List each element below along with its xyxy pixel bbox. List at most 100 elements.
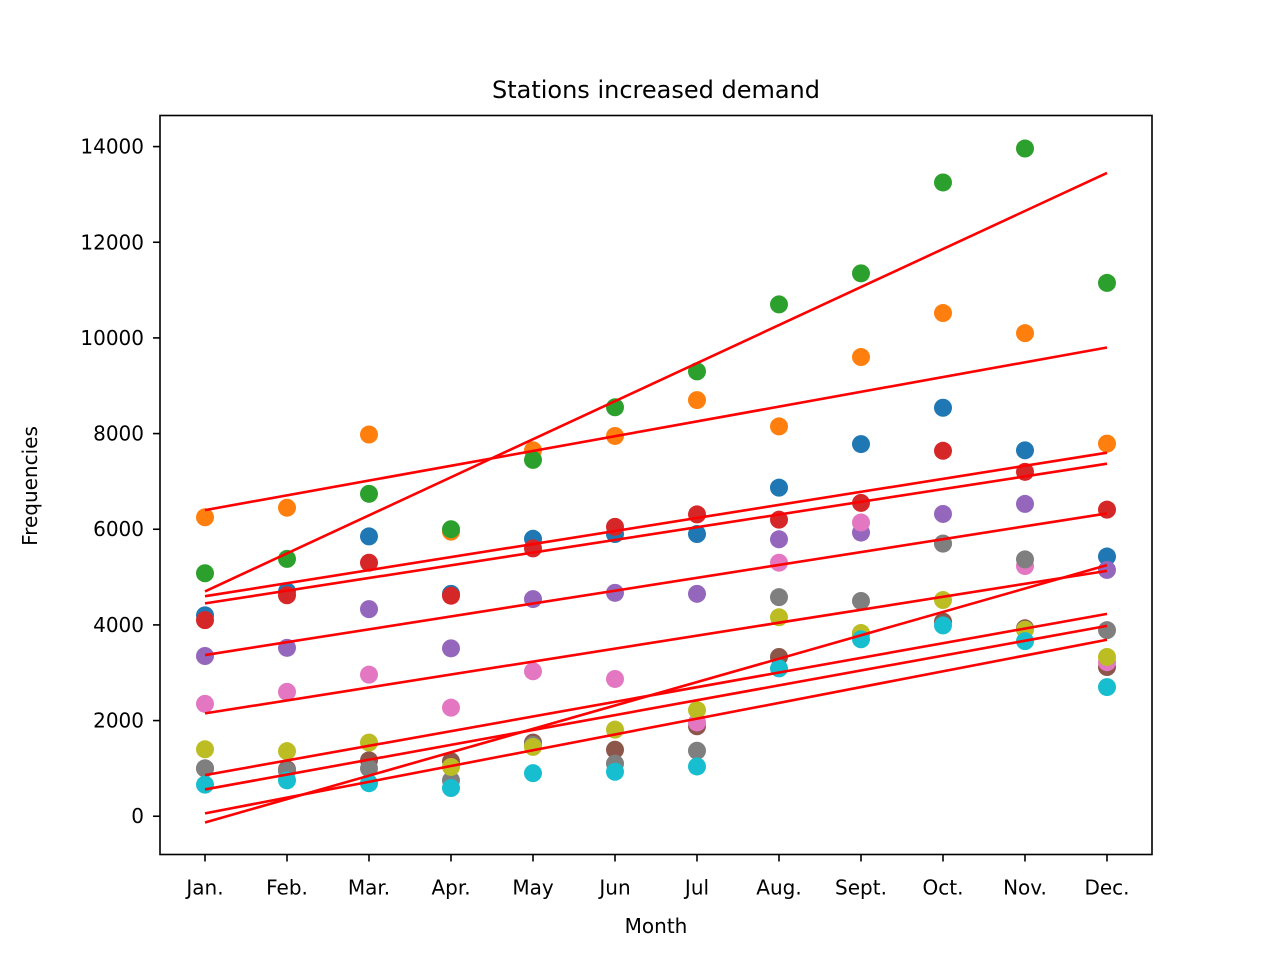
data-point [1098,678,1116,697]
data-point [688,525,706,544]
data-point [852,591,870,610]
data-point [196,646,214,665]
y-tick-label: 4000 [93,613,144,637]
x-tick-label: Feb. [266,876,308,900]
trend-line [204,451,1108,598]
data-point [360,733,378,752]
data-point [688,505,706,524]
data-point [1098,273,1116,292]
trend-line [204,171,1108,593]
data-point [360,553,378,572]
data-point [360,527,378,546]
data-point [278,742,296,761]
data-point [1016,494,1034,513]
y-tick-label: 8000 [93,422,144,446]
data-point [934,173,952,192]
data-point [934,441,952,460]
data-point [196,611,214,630]
data-point [606,740,624,759]
data-point [442,586,460,605]
series-10 [196,616,1116,798]
trend-line [204,569,1108,715]
data-point [524,662,542,681]
data-point [934,591,952,610]
data-point [770,478,788,497]
data-point [442,639,460,658]
data-point [852,264,870,283]
y-tick-label: 10000 [80,326,144,350]
y-tick-label: 12000 [80,230,144,254]
data-point [770,417,788,436]
y-axis: 0 2000 4000 6000 8000 10000 12000 14000 [80,135,160,828]
trend-line [204,624,1108,791]
data-point [360,600,378,619]
chart-title: Stations increased demand [492,76,820,104]
data-point [360,665,378,684]
data-point [688,757,706,776]
x-axis: Jan. Feb. Mar. Apr. May Jun Jul Aug. Sept. Oct. No… [184,854,1130,900]
series-3 [196,139,1116,583]
data-point [360,759,378,778]
x-tick-label: Oct. [923,876,964,900]
data-point [524,450,542,469]
data-point [1016,324,1034,343]
y-tick-label: 14000 [80,135,144,159]
series-7 [196,513,1116,732]
trend-line [204,638,1108,815]
data-point [852,348,870,367]
data-point [196,775,214,794]
data-point [1098,647,1116,666]
data-point [934,616,952,635]
data-point [278,682,296,701]
data-point [360,774,378,793]
data-point [1098,547,1116,566]
series-9 [196,591,1116,776]
data-point [196,759,214,778]
x-tick-label: Apr. [431,876,470,900]
data-point [1098,560,1116,579]
data-point [1098,500,1116,519]
data-point [934,304,952,323]
data-point [770,588,788,607]
x-tick-label: Aug. [756,876,801,900]
x-tick-label: Mar. [348,876,390,900]
x-tick-label: May [512,876,554,900]
y-tick-label: 0 [131,804,144,828]
x-tick-label: Jan. [184,876,223,900]
data-point [688,741,706,760]
data-point [688,584,706,603]
data-point [1098,434,1116,453]
data-point [524,737,542,756]
x-tick-label: Jul [683,876,709,900]
data-point [934,398,952,417]
x-tick-label: Dec. [1084,876,1129,900]
data-point [606,669,624,688]
data-point [442,779,460,798]
plot-area [196,139,1116,824]
data-point [770,530,788,549]
data-point [442,698,460,717]
data-point [852,513,870,532]
data-point [1016,550,1034,569]
x-axis-label: Month [625,914,688,938]
trend-line [204,512,1108,657]
data-point [934,504,952,523]
data-point [688,701,706,720]
y-tick-label: 2000 [93,709,144,733]
data-point [1016,139,1034,158]
data-point [688,362,706,381]
series-2 [196,304,1116,541]
data-point [606,583,624,602]
data-point [196,694,214,713]
data-point [196,740,214,759]
data-point [1098,621,1116,640]
plot-frame [159,114,1153,856]
data-point [770,295,788,314]
series-5 [196,494,1116,665]
trend-line [204,462,1108,605]
data-point [196,564,214,583]
data-point [852,435,870,454]
data-point [360,425,378,444]
